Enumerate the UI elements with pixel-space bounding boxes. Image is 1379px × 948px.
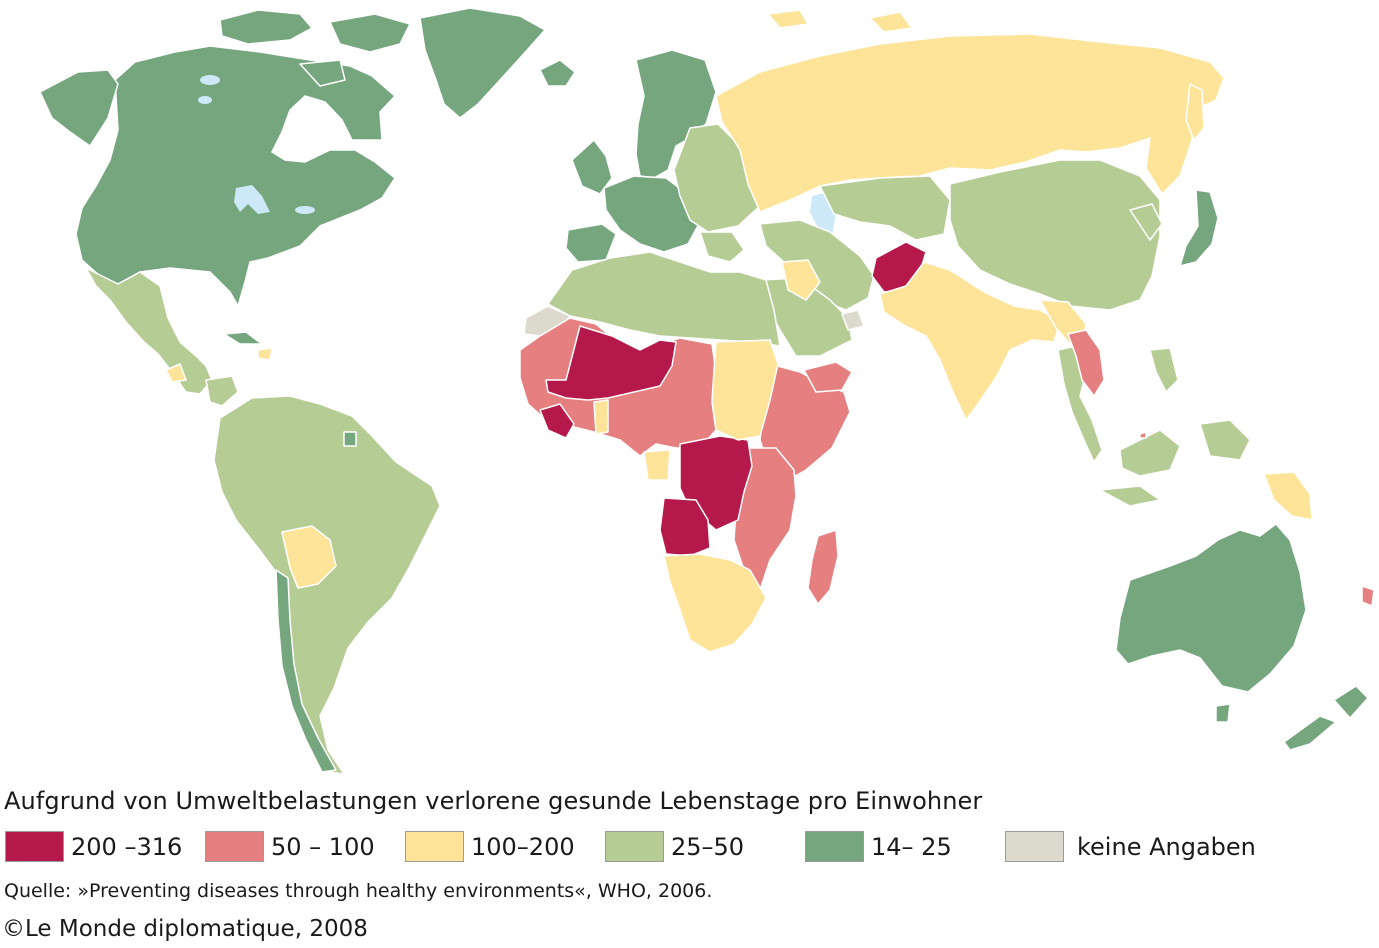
legend: 200 –316 50 – 100 100–200 25–50 14– 25 k… bbox=[5, 830, 1375, 864]
region-mexico-central-america bbox=[85, 267, 239, 407]
region-africa-200-316 bbox=[539, 325, 753, 557]
legend-swatch bbox=[805, 831, 864, 862]
legend-swatch bbox=[605, 831, 664, 862]
country-guatemala bbox=[165, 363, 187, 383]
country-cambodia-laos bbox=[1067, 329, 1105, 397]
region-north-africa bbox=[547, 251, 781, 347]
legend-label: 200 –316 bbox=[71, 833, 183, 861]
region-oceania bbox=[1115, 523, 1369, 751]
legend-swatch bbox=[205, 831, 264, 862]
region-western-europe bbox=[565, 49, 717, 263]
copyright-note: ©Le Monde diplomatique, 2008 bbox=[2, 916, 368, 942]
legend-swatch bbox=[5, 831, 64, 862]
legend-title: Aufgrund von Umweltbelastungen verlorene… bbox=[4, 787, 983, 815]
world-map bbox=[39, 7, 1375, 775]
country-chile bbox=[275, 569, 337, 773]
country-iraq bbox=[781, 259, 821, 301]
legend-label: 25–50 bbox=[671, 833, 745, 861]
country-russia bbox=[715, 9, 1225, 213]
legend-label: 50 – 100 bbox=[271, 833, 375, 861]
legend-label: 100–200 bbox=[471, 833, 575, 861]
source-note: Quelle: »Preventing diseases through hea… bbox=[4, 880, 713, 902]
country-japan bbox=[1179, 189, 1219, 267]
legend-swatch bbox=[405, 831, 464, 862]
legend-label: keine Angaben bbox=[1077, 833, 1256, 861]
region-africa-100-200 bbox=[593, 339, 779, 653]
country-bolivia bbox=[281, 525, 337, 589]
region-south-america bbox=[213, 395, 441, 775]
legend-swatch bbox=[1005, 831, 1064, 862]
region-southeast-asia bbox=[1057, 345, 1251, 507]
region-north-america bbox=[39, 7, 546, 307]
region-asia-green bbox=[759, 159, 1163, 357]
region-caribbean bbox=[223, 331, 263, 345]
legend-label: 14– 25 bbox=[871, 833, 952, 861]
